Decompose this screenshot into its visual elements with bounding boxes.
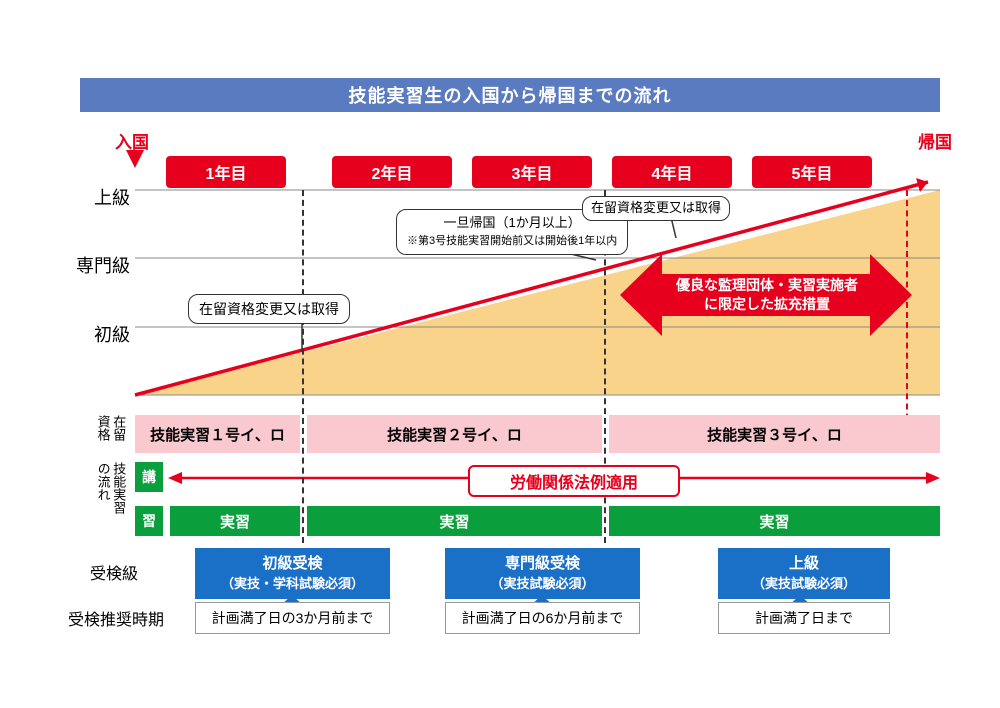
exam-specialist: 専門級受検（実技試験必須） bbox=[445, 548, 640, 599]
lecture-label-2: 習 bbox=[135, 506, 163, 536]
level-beginner: 初級 bbox=[80, 321, 130, 347]
row-label-flow: の流れ 技能実習 bbox=[95, 462, 126, 542]
callout-return-line2: ※第3号技能実習開始前又は開始後1年以内 bbox=[407, 235, 617, 247]
level-advanced: 上級 bbox=[80, 184, 130, 210]
level-specialist: 専門級 bbox=[68, 252, 130, 278]
residence-1: 技能実習１号イ、ロ bbox=[135, 415, 300, 453]
timing-advanced: 計画満了日まで bbox=[718, 602, 890, 634]
residence-2: 技能実習２号イ、ロ bbox=[307, 415, 602, 453]
exam-advanced: 上級（実技試験必須） bbox=[718, 548, 890, 599]
practice-3: 実習 bbox=[609, 506, 940, 536]
callout-return-line1: 一旦帰国（1か月以上） bbox=[444, 215, 581, 230]
practice-2: 実習 bbox=[307, 506, 602, 536]
row-label-residence: 資格 在留 bbox=[95, 415, 126, 441]
side-exam-timing: 受検推奨時期 bbox=[68, 606, 164, 630]
expansion-measure-text: 優良な監理団体・実習実施者に限定した拡充措置 bbox=[662, 276, 872, 314]
exam-beginner: 初級受検（実技・学科試験必須） bbox=[195, 548, 390, 599]
labor-law: 労働関係法例適用 bbox=[468, 465, 680, 497]
residence-3: 技能実習３号イ、ロ bbox=[609, 415, 940, 453]
lecture-label-1: 講 bbox=[135, 462, 163, 492]
callout-status-change-1: 在留資格変更又は取得 bbox=[188, 294, 350, 324]
timing-beginner: 計画満了日の3か月前まで bbox=[195, 602, 390, 634]
timing-specialist: 計画満了日の6か月前まで bbox=[445, 602, 640, 634]
callout-status-change-2: 在留資格変更又は取得 bbox=[582, 196, 730, 221]
side-exam-level: 受検級 bbox=[90, 560, 138, 584]
practice-1: 実習 bbox=[170, 506, 300, 536]
vline-3 bbox=[906, 190, 908, 440]
vline-1 bbox=[302, 190, 304, 543]
